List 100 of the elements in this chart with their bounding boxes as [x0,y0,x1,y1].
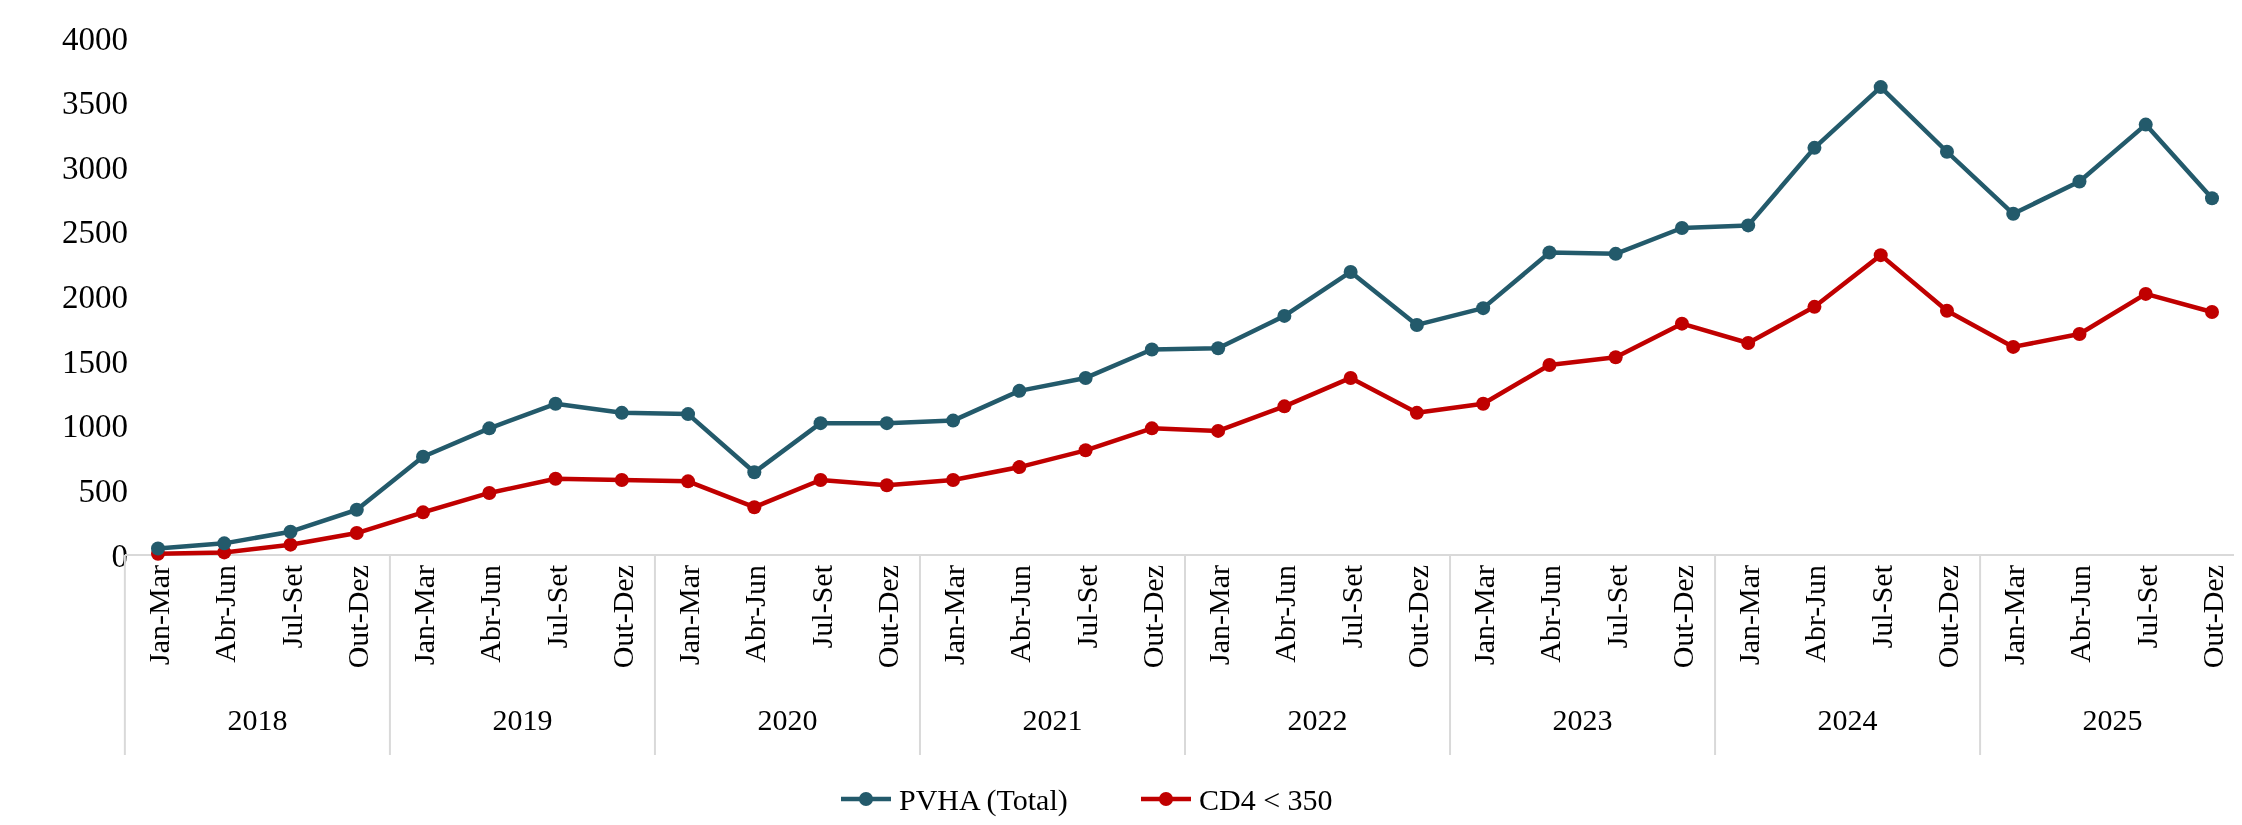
point [1939,303,1954,318]
point [1012,383,1027,398]
text: 2019 [492,703,553,736]
point [217,536,232,551]
x-tick-label: Jan-Mar [1202,565,1236,665]
point [681,474,696,489]
point [614,405,629,420]
point [283,537,298,552]
point [1476,396,1491,411]
x-tick-label: Jul-Set [804,564,838,649]
point [548,396,563,411]
y-tick-label: 500 [78,472,128,509]
point [1144,342,1159,357]
point [614,473,629,488]
x-tick-label: Abr-Jun [738,565,772,663]
point [1078,370,1093,385]
point [2006,206,2021,221]
point [1012,460,1027,475]
point [2072,174,2087,189]
point [349,526,364,541]
x-tick-label: Jan-Mar [672,565,706,665]
x-tick-label: Jul-Set [1334,564,1368,649]
point [1674,221,1689,235]
legend-label: PVHA (Total) [899,782,1068,817]
point [283,524,298,539]
point [1608,246,1623,261]
x-tick-label: Abr-Jun [1798,565,1832,663]
x-tick-label: Jan-Mar [142,565,175,665]
point [1674,316,1689,331]
x-tick-label: Abr-Jun [473,565,507,663]
point [1741,218,1756,233]
y-tick-label: 3500 [62,85,128,122]
point [1608,350,1623,365]
x-tick-label: Abr-Jun [1533,565,1567,663]
text: 2024 [1817,703,1878,736]
point [747,500,762,515]
point [1277,399,1292,414]
point [1277,308,1292,323]
point [1211,341,1226,356]
point [1409,317,1424,332]
point [349,502,364,517]
x-tick-label: Abr-Jun [208,565,242,663]
y-tick-label: 2500 [62,214,128,251]
point [879,478,894,493]
point [1741,336,1756,351]
point [1542,245,1557,260]
point [2138,117,2153,132]
x-tick-label: Out-Dez [340,565,374,669]
point [2205,191,2219,206]
point [1873,80,1888,95]
point [482,485,497,500]
x-tick-label: Out-Dez [870,565,904,669]
point [416,505,431,520]
x-tick-label: Jan-Mar [1732,565,1766,665]
text: 2025 [2082,703,2143,736]
x-tick-label: Abr-Jun [2063,565,2097,663]
point [1476,301,1491,316]
point [1807,299,1822,314]
legend-label: CD4 < 350 [1199,782,1333,816]
x-tick-label: Jul-Set [2129,564,2163,649]
y-tick-label: 1500 [62,343,128,380]
point [1409,405,1424,420]
point [548,471,563,486]
point [813,416,828,431]
point [416,449,431,464]
point [2205,305,2219,320]
x-tick-label: Out-Dez [2196,565,2229,669]
x-tick-label: Abr-Jun [1003,565,1037,663]
point [946,473,961,488]
point [1807,140,1822,155]
point [681,407,696,422]
point [879,416,894,431]
x-tick-label: Jul-Set [1069,564,1103,649]
x-tick-label: Jul-Set [274,564,308,649]
x-tick-label: Out-Dez [1665,565,1699,669]
point [151,541,165,556]
x-tick-label: Jan-Mar [937,565,971,665]
text: 2022 [1287,703,1348,736]
point [1939,144,1954,159]
point [2006,339,2021,354]
y-tick-label: 1000 [62,408,128,445]
y-tick-label: 3000 [62,149,128,186]
point [1343,264,1358,279]
point [1211,423,1226,438]
x-tick-label: Jul-Set [1864,564,1898,649]
x-tick-label: Out-Dez [1135,565,1169,669]
point [482,421,497,436]
x-tick-label: Jan-Mar [407,565,441,665]
text: 2018 [227,703,288,736]
y-tick-label: 4000 [62,20,128,57]
x-tick-label: Out-Dez [605,565,639,669]
point [1144,421,1159,436]
x-tick-label: Jan-Mar [1467,565,1501,665]
y-tick-label: 2000 [62,279,128,316]
text: 2020 [757,703,818,736]
point [747,465,762,480]
x-tick-label: Out-Dez [1400,565,1434,669]
point [2138,286,2153,301]
x-tick-label: Abr-Jun [1268,565,1302,663]
x-tick-label: Out-Dez [1930,565,1964,669]
